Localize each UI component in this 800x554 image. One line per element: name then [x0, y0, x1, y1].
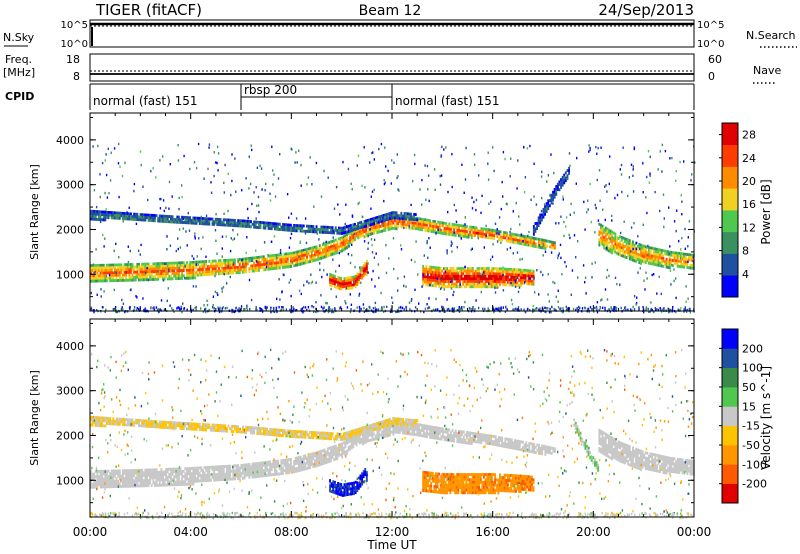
cpid-segment-label: normal (fast) 151 — [395, 94, 499, 108]
x-axis-label: Time UT — [366, 538, 417, 552]
colorbar-swatch — [722, 367, 738, 388]
colorbar-tick-label: 50 — [742, 381, 756, 394]
date-label: 24/Sep/2013 — [598, 1, 694, 19]
noise-right-tick-top: 10^5 — [697, 20, 724, 31]
heatmap-band-spike — [532, 166, 570, 236]
colorbar-swatch — [722, 387, 738, 407]
x-tick-label: 00:00 — [73, 525, 108, 539]
heatmap-band-echo-tail — [598, 428, 695, 476]
colorbar-swatch — [722, 123, 738, 146]
cpid-segment-label: rbsp 200 — [244, 83, 297, 97]
y-tick-label: 3000 — [56, 385, 84, 398]
cpid-strip: normal (fast) 151 rbsp 200 normal (fast) 1… — [89, 83, 695, 110]
colorbar-tick-label: 100 — [742, 362, 763, 375]
heatmap-band-dip — [329, 259, 368, 291]
x-axis: 00:00 04:00 08:00 12:00 16:00 20:00 00:00 — [73, 525, 712, 539]
heatmap-band-main — [90, 214, 556, 283]
colorbar-tick-label: -200 — [742, 478, 767, 491]
colorbar-tick-label: 200 — [742, 342, 763, 355]
colorbar-swatch — [722, 166, 738, 189]
velocity-ylabel: Slant Range [km] — [28, 370, 41, 466]
freq-label-line2: [MHz] — [3, 66, 35, 79]
velocity-colorbar-label: Velocity [m s^-1] — [759, 366, 773, 470]
velocity-panel: 1000 2000 3000 4000 200 100 50 15 -15 -50 -100 -200 — [56, 318, 767, 520]
cpid-label: CPID — [5, 90, 34, 103]
colorbar-tick-label: 12 — [742, 221, 756, 234]
colorbar-swatch — [722, 188, 738, 211]
noise-left-tick-bottom: 10^0 — [61, 39, 88, 50]
noise-left-tick-top: 10^5 — [61, 20, 88, 31]
cpid-segment-label: normal (fast) 151 — [93, 94, 197, 108]
colorbar-tick-label: -100 — [742, 458, 767, 471]
freq-left-tick-bottom: 8 — [73, 70, 80, 83]
freq-right-tick-bottom: 0 — [708, 70, 715, 83]
noise-sky-label: N.Sky — [3, 31, 35, 44]
beam-label: Beam 12 — [359, 3, 422, 19]
colorbar-swatch — [722, 210, 738, 233]
heatmap-band-spike — [573, 418, 600, 472]
y-tick-label: 3000 — [56, 179, 84, 192]
x-tick-label: 16:00 — [475, 525, 510, 539]
freq-left-tick-top: 18 — [66, 53, 80, 66]
radar-title: TIGER (fitACF) — [95, 1, 202, 19]
y-tick-label: 2000 — [56, 223, 84, 236]
x-tick-label: 04:00 — [173, 525, 208, 539]
x-tick-label: 00:00 — [677, 525, 712, 539]
heatmap-band-echo-tail — [598, 222, 695, 270]
freq-label-line1: Freq. — [5, 53, 32, 66]
y-tick-label: 1000 — [56, 268, 84, 281]
colorbar-swatch — [722, 329, 738, 349]
colorbar-tick-label: 8 — [742, 245, 749, 258]
y-tick-label: 2000 — [56, 429, 84, 442]
colorbar-swatch — [722, 144, 738, 167]
colorbar-swatch — [722, 348, 738, 368]
x-tick-label: 08:00 — [274, 525, 309, 539]
heatmap-band-echo-low — [422, 264, 535, 289]
nave-label: Nave — [753, 64, 781, 77]
y-tick-label: 4000 — [56, 340, 84, 353]
noise-right-tick-bottom: 10^0 — [697, 39, 724, 50]
power-ylabel: Slant Range [km] — [28, 164, 41, 260]
colorbar-tick-label: 16 — [742, 198, 756, 211]
x-tick-label: 12:00 — [375, 525, 410, 539]
colorbar-swatch — [722, 231, 738, 254]
noise-search-label: N.Search — [746, 29, 796, 42]
colorbar-swatch — [722, 483, 738, 504]
noise-strip: N.Sky 10^5 10^0 10^5 10^0 N.Search — [3, 19, 797, 50]
freq-strip: Freq. [MHz] 18 8 60 0 Nave — [3, 53, 781, 84]
colorbar: 4 8 12 16 20 24 28 — [719, 122, 756, 298]
y-tick-label: 1000 — [56, 474, 84, 487]
colorbar-swatch — [722, 406, 738, 426]
colorbar-swatch — [722, 425, 738, 446]
colorbar: 200 100 50 15 -15 -50 -100 -200 — [719, 328, 767, 504]
colorbar-swatch — [722, 275, 738, 298]
colorbar-tick-label: 15 — [742, 400, 756, 413]
colorbar-swatch — [722, 253, 738, 276]
power-colorbar-label: Power [dB] — [759, 179, 773, 244]
colorbar-swatch — [722, 464, 738, 484]
power-panel: 1000 2000 3000 4000 4 8 12 16 20 24 28 — [56, 112, 756, 314]
colorbar-tick-label: 24 — [742, 152, 756, 165]
colorbar-tick-label: 28 — [742, 129, 756, 142]
x-tick-label: 20:00 — [576, 525, 611, 539]
colorbar-tick-label: 4 — [742, 268, 749, 281]
colorbar-swatch — [722, 445, 738, 465]
colorbar-tick-label: -15 — [742, 420, 760, 433]
freq-right-tick-top: 60 — [708, 53, 722, 66]
heatmap-cells — [90, 415, 695, 497]
heatmap-cells — [90, 166, 695, 291]
colorbar-tick-label: 20 — [742, 175, 756, 188]
colorbar-tick-label: -50 — [742, 439, 760, 452]
y-tick-label: 4000 — [56, 134, 84, 147]
heatmap-band-upper — [90, 415, 419, 441]
